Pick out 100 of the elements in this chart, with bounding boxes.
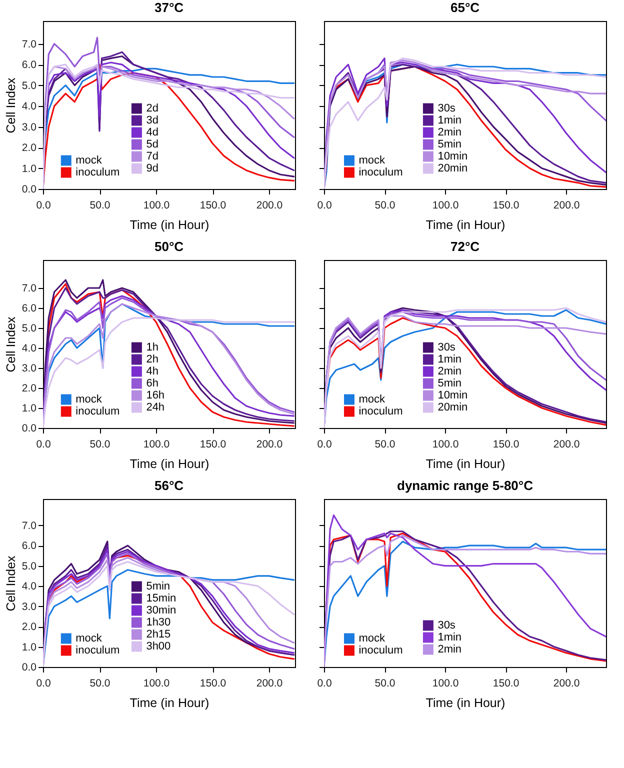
x-tick-label: 100.0 (432, 438, 459, 450)
legend-label: mock (358, 154, 386, 166)
legend-label: mock (76, 394, 102, 406)
legend-label: 1min (438, 354, 462, 366)
chart-title: 37°C (154, 0, 184, 15)
x-tick-label: 50.0 (90, 438, 110, 450)
legend-label: mock (358, 632, 386, 644)
y-tick-label: 2.0 (22, 382, 37, 394)
x-tick-label: 200.0 (256, 200, 283, 212)
y-tick-label: 1.0 (22, 402, 37, 414)
legend-label: inoculum (358, 406, 403, 418)
legend-label: 5d (146, 138, 158, 150)
x-tick-label: 200.0 (553, 200, 580, 212)
legend-label: 3d (146, 114, 158, 126)
legend-label: 30min (146, 604, 176, 616)
y-axis-title: Cell Index (4, 554, 18, 612)
legend-label: 3h00 (146, 640, 171, 652)
x-tick-label: 0.0 (317, 438, 332, 450)
legend-label: inoculum (358, 166, 403, 178)
y-tick-label: 2.0 (22, 621, 37, 634)
x-tick-label: 0.0 (36, 200, 51, 212)
x-tick-label: 150.0 (492, 678, 520, 690)
legend-label: inoculum (76, 166, 120, 178)
legend-label: inoculum (76, 644, 120, 656)
legend-label: mock (76, 632, 102, 644)
y-tick-label: 2.0 (22, 142, 37, 154)
legend-label: 10min (438, 390, 468, 402)
x-axis-title: Time (in Hour) (130, 696, 210, 710)
chart-title: dynamic range 5-80°C (397, 478, 534, 493)
legend-label: mock (358, 394, 386, 406)
x-tick-label: 150.0 (200, 438, 226, 450)
x-tick-label: 200.0 (256, 678, 283, 690)
y-tick-label: 7.0 (22, 520, 37, 532)
legend-label: 30s (438, 342, 456, 354)
legend-label: 1h30 (146, 616, 171, 628)
x-tick-label: 150.0 (200, 200, 226, 212)
x-axis-title: Time (in Hour) (130, 457, 210, 471)
legend-label: 2h (146, 354, 158, 366)
y-tick-label: 0.0 (22, 184, 37, 196)
y-tick-label: 7.0 (22, 38, 37, 50)
x-tick-label: 200.0 (553, 678, 580, 690)
x-tick-label: 150.0 (492, 438, 520, 450)
x-tick-label: 200.0 (256, 438, 283, 450)
x-tick-label: 100.0 (143, 200, 170, 212)
chart-title: 56°C (154, 478, 184, 493)
y-tick-label: 0.0 (22, 422, 37, 434)
x-tick-label: 0.0 (36, 678, 51, 690)
y-tick-label: 3.0 (22, 121, 37, 134)
legend-label: 30s (438, 102, 456, 114)
x-tick-label: 0.0 (317, 678, 332, 690)
y-tick-label: 3.0 (22, 362, 37, 374)
legend-label: mock (76, 154, 102, 166)
x-tick-label: 150.0 (200, 678, 226, 690)
legend-label: 24h (146, 402, 165, 414)
x-tick-label: 50.0 (374, 678, 396, 690)
legend-label: 9d (146, 162, 158, 174)
y-tick-label: 0.0 (22, 662, 37, 674)
legend-label: 6h (146, 378, 158, 390)
legend-label: 20min (438, 402, 468, 414)
chart-title: 50°C (154, 239, 184, 254)
y-tick-label: 6.0 (22, 540, 37, 552)
legend-label: 2min (438, 644, 462, 656)
y-tick-label: 1.0 (22, 162, 37, 175)
y-tick-label: 4.0 (22, 580, 37, 593)
legend-label: 20min (438, 162, 468, 174)
legend-label: 1h (146, 342, 158, 354)
x-tick-label: 50.0 (374, 200, 396, 212)
x-axis-title: Time (in Hour) (130, 218, 210, 232)
y-tick-label: 6.0 (22, 59, 37, 72)
legend-label: 4h (146, 366, 158, 378)
x-tick-label: 0.0 (36, 438, 51, 450)
x-axis-title: Time (in Hour) (426, 457, 506, 471)
x-tick-label: 100.0 (143, 678, 170, 690)
y-tick-label: 4.0 (22, 342, 37, 354)
legend-label: 5min (146, 580, 170, 592)
legend-label: 2h15 (146, 628, 171, 640)
x-axis-title: Time (in Hour) (426, 218, 506, 232)
x-tick-label: 100.0 (432, 678, 459, 690)
legend-label: 5min (438, 378, 462, 390)
legend-label: 10min (438, 150, 468, 162)
x-tick-label: 100.0 (143, 438, 170, 450)
x-tick-label: 100.0 (432, 200, 459, 212)
x-tick-label: 50.0 (90, 678, 110, 690)
legend-label: 2min (438, 126, 462, 138)
x-tick-label: 50.0 (374, 438, 396, 450)
x-tick-label: 50.0 (90, 200, 110, 212)
y-tick-label: 6.0 (22, 302, 37, 314)
x-tick-label: 200.0 (553, 438, 580, 450)
chart-title: 65°C (450, 0, 480, 15)
y-tick-label: 1.0 (22, 641, 37, 654)
y-tick-label: 7.0 (22, 282, 37, 294)
y-axis-title: Cell Index (4, 316, 18, 372)
legend-label: 30s (438, 620, 456, 632)
y-tick-label: 5.0 (22, 560, 37, 572)
legend-label: 7d (146, 150, 158, 162)
legend-label: inoculum (358, 644, 403, 656)
legend-label: 1min (438, 114, 462, 126)
legend-label: 2d (146, 102, 158, 114)
legend-label: 4d (146, 126, 158, 138)
chart-title: 72°C (450, 239, 480, 254)
